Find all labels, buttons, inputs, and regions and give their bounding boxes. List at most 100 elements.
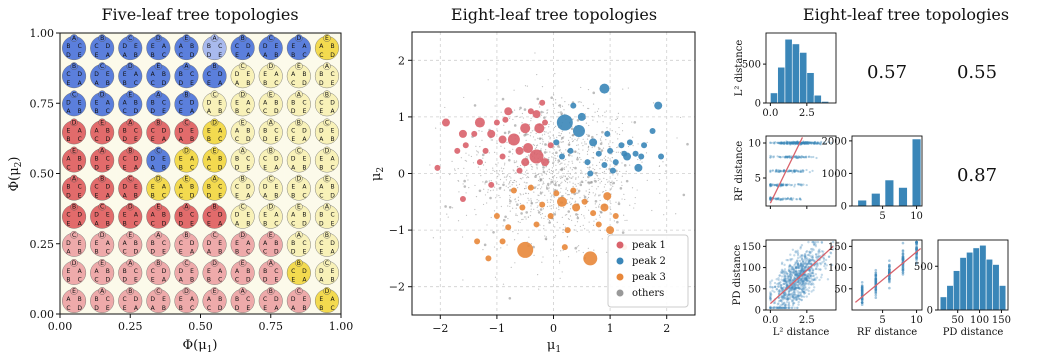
peak-point bbox=[487, 129, 496, 138]
scatter-point bbox=[786, 155, 789, 158]
histogram-bar bbox=[770, 92, 778, 104]
topology-cell: BC DE A bbox=[200, 61, 229, 90]
other-point bbox=[587, 181, 589, 184]
other-point bbox=[559, 163, 561, 166]
leaf-label: D bbox=[134, 296, 139, 303]
other-point bbox=[571, 192, 573, 195]
scatter-point bbox=[776, 170, 779, 173]
other-point bbox=[604, 111, 606, 113]
scatter-point bbox=[874, 288, 878, 292]
other-point bbox=[593, 249, 595, 251]
other-point bbox=[567, 218, 570, 220]
leaf-label: B bbox=[325, 91, 329, 98]
scatter-point bbox=[805, 295, 808, 298]
leaf-label: B bbox=[100, 35, 104, 42]
other-point bbox=[512, 148, 514, 150]
leaf-label: B bbox=[94, 155, 98, 162]
topology-node bbox=[266, 90, 275, 99]
other-point bbox=[548, 219, 551, 222]
other-point bbox=[542, 256, 544, 258]
other-point bbox=[576, 246, 578, 248]
peak-point bbox=[458, 129, 467, 138]
other-point bbox=[563, 207, 565, 209]
leaf-label: D bbox=[72, 119, 77, 126]
leaf-label: E bbox=[106, 71, 110, 78]
leaf-label: D bbox=[134, 249, 139, 256]
other-point bbox=[564, 175, 566, 178]
leaf-label: A bbox=[207, 249, 212, 256]
leaf-label: B bbox=[263, 220, 267, 227]
scatter-point bbox=[769, 197, 772, 200]
other-point bbox=[492, 169, 494, 171]
other-point bbox=[512, 118, 514, 121]
leaf-label: D bbox=[246, 43, 251, 50]
peak-point bbox=[474, 238, 481, 245]
scatter-point bbox=[806, 288, 809, 291]
other-point bbox=[557, 161, 559, 164]
other-point bbox=[546, 151, 548, 153]
other-point bbox=[597, 146, 599, 148]
leaf-label: B bbox=[106, 80, 110, 87]
leaf-label: B bbox=[151, 192, 155, 199]
scatter-point bbox=[794, 169, 797, 172]
leaf-label: E bbox=[134, 277, 138, 284]
other-point bbox=[619, 170, 621, 173]
peak-point bbox=[534, 123, 545, 134]
other-point bbox=[497, 130, 499, 132]
scatter-point bbox=[773, 285, 777, 289]
other-point bbox=[484, 194, 487, 196]
peak-point bbox=[488, 181, 495, 188]
leaf-label: A bbox=[246, 240, 251, 247]
scatter-point bbox=[799, 169, 802, 172]
leaf-label: A bbox=[123, 240, 128, 247]
topology-node bbox=[210, 146, 219, 155]
leaf-label: E bbox=[291, 136, 295, 143]
other-point bbox=[484, 161, 487, 163]
leaf-label: C bbox=[319, 240, 323, 247]
leaf-label: A bbox=[331, 155, 336, 162]
leaf-label: B bbox=[297, 260, 301, 267]
other-point bbox=[567, 139, 570, 141]
other-point bbox=[577, 213, 579, 216]
other-point bbox=[530, 117, 532, 119]
leaf-label: C bbox=[179, 192, 183, 199]
leaf-label: B bbox=[190, 43, 194, 50]
leaf-label: C bbox=[235, 136, 239, 143]
leaf-label: E bbox=[263, 71, 267, 78]
scatter-point bbox=[796, 142, 799, 145]
other-point bbox=[679, 116, 682, 119]
scatter-point bbox=[795, 155, 798, 158]
scatter-point bbox=[774, 170, 777, 173]
five-leaf-cells: AB CD EBC DE ACD EA BDE AB CEA BC DAB CD EBC DE ACD EA B… bbox=[60, 33, 341, 314]
leaf-label: A bbox=[269, 260, 274, 267]
leaf-label: D bbox=[263, 184, 268, 191]
leaf-label: E bbox=[297, 63, 301, 70]
scatter-point bbox=[781, 197, 785, 200]
topology-cell: DE AB C bbox=[228, 89, 257, 118]
leaf-label: A bbox=[190, 108, 195, 115]
leaf-label: C bbox=[212, 91, 216, 98]
leaf-label: C bbox=[212, 232, 216, 239]
scatter-point bbox=[779, 198, 782, 201]
other-point bbox=[579, 161, 581, 163]
scatter-point bbox=[782, 279, 786, 283]
leaf-label: A bbox=[72, 176, 77, 183]
other-point bbox=[504, 162, 506, 164]
scatter-point bbox=[769, 185, 772, 188]
leaf-label: C bbox=[66, 212, 70, 219]
other-point bbox=[599, 138, 602, 140]
other-point bbox=[611, 130, 613, 132]
other-point bbox=[499, 196, 501, 199]
leaf-label: B bbox=[123, 80, 127, 87]
scatter-point bbox=[795, 156, 798, 160]
other-point bbox=[566, 173, 568, 175]
scatter-point bbox=[800, 298, 803, 302]
leaf-label: C bbox=[319, 192, 323, 199]
other-point bbox=[556, 180, 558, 183]
scatter-point bbox=[793, 183, 797, 186]
leaf-label: C bbox=[246, 296, 250, 303]
other-point bbox=[553, 149, 555, 151]
scatter-point bbox=[794, 156, 797, 159]
leaf-label: E bbox=[303, 108, 307, 115]
leaf-label: C bbox=[162, 99, 166, 106]
